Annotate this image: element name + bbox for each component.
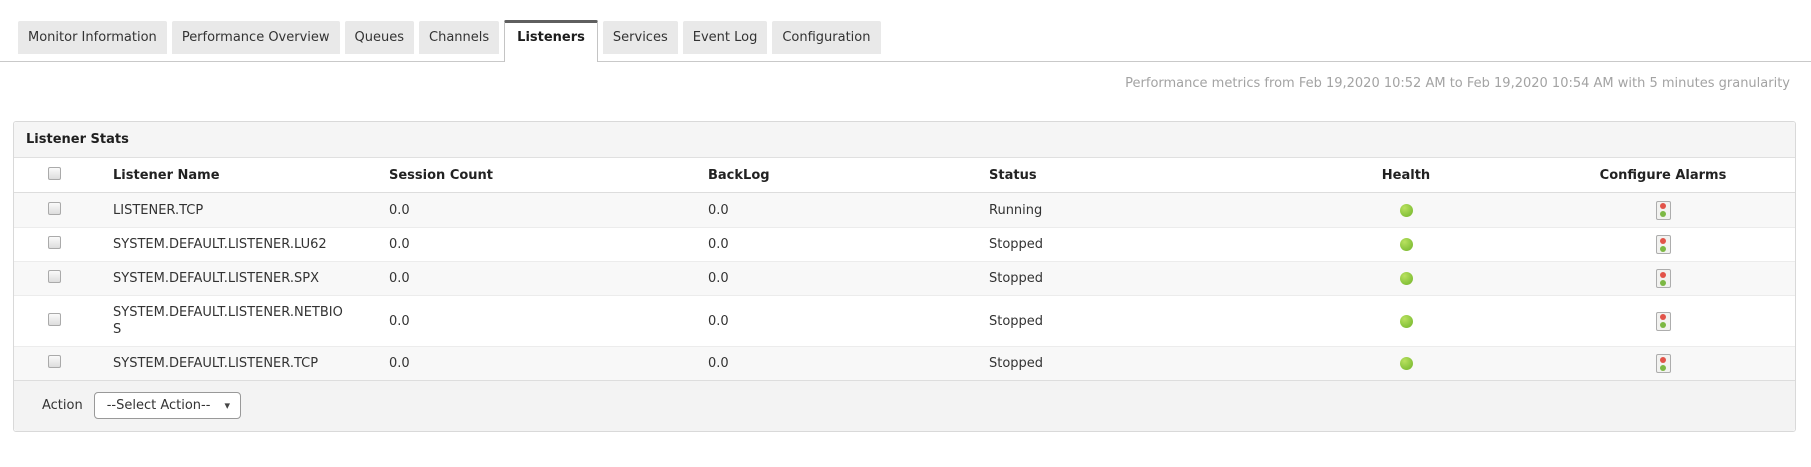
tab-event-log[interactable]: Event Log bbox=[682, 21, 768, 54]
alarm-green-dot bbox=[1660, 245, 1666, 252]
alarm-red-dot bbox=[1660, 237, 1666, 244]
backlog-value: 0.0 bbox=[708, 356, 729, 371]
listener-name: SYSTEM.DEFAULT.LISTENER.LU62 bbox=[113, 237, 327, 252]
row-checkbox[interactable] bbox=[48, 236, 61, 249]
table-header-row: Listener Name Session Count BackLog Stat… bbox=[14, 158, 1795, 193]
status-text: Stopped bbox=[989, 356, 1044, 371]
table-row: SYSTEM.DEFAULT.LISTENER.TCP 0.0 0.0 Stop… bbox=[14, 346, 1795, 380]
alarm-green-dot bbox=[1660, 322, 1666, 328]
configure-alarm-icon[interactable] bbox=[1655, 200, 1671, 220]
backlog-value: 0.0 bbox=[708, 237, 729, 252]
session-count: 0.0 bbox=[389, 313, 410, 329]
backlog-value: 0.0 bbox=[708, 271, 729, 286]
health-ok-icon bbox=[1399, 314, 1413, 328]
row-checkbox[interactable] bbox=[48, 312, 61, 326]
action-select-value: --Select Action-- bbox=[106, 398, 211, 413]
metrics-note: Performance metrics from Feb 19,2020 10:… bbox=[1125, 76, 1790, 91]
configure-alarm-icon[interactable] bbox=[1655, 311, 1671, 331]
table-row: SYSTEM.DEFAULT.LISTENER.NETBIOS 0.0 0.0 … bbox=[14, 295, 1795, 346]
col-header-health: Health bbox=[1381, 167, 1431, 183]
tab-performance-overview[interactable]: Performance Overview bbox=[171, 21, 340, 54]
listener-name: SYSTEM.DEFAULT.LISTENER.NETBIOS bbox=[113, 305, 343, 337]
health-ok-icon bbox=[1399, 238, 1413, 251]
caret-down-icon: ▾ bbox=[224, 399, 230, 412]
col-header-status: Status bbox=[989, 167, 1037, 183]
action-footer: Action --Select Action-- ▾ bbox=[14, 380, 1795, 431]
tab-monitor-information[interactable]: Monitor Information bbox=[18, 21, 167, 54]
select-all-checkbox[interactable] bbox=[48, 166, 61, 180]
col-header-configure-alarms: Configure Alarms bbox=[1599, 167, 1727, 183]
col-header-session-count: Session Count bbox=[389, 167, 494, 183]
health-ok-icon bbox=[1399, 272, 1413, 285]
alarm-green-dot bbox=[1660, 211, 1666, 217]
alarm-green-dot bbox=[1660, 279, 1666, 286]
alarm-red-dot bbox=[1660, 203, 1666, 209]
row-checkbox[interactable] bbox=[48, 270, 61, 283]
row-checkbox[interactable] bbox=[48, 355, 61, 368]
table-row: LISTENER.TCP 0.0 0.0 Running bbox=[14, 193, 1795, 227]
listener-name: SYSTEM.DEFAULT.LISTENER.TCP bbox=[113, 356, 319, 371]
tab-services[interactable]: Services bbox=[602, 21, 678, 54]
status-text: Stopped bbox=[989, 237, 1044, 252]
panel-title: Listener Stats bbox=[14, 122, 1795, 158]
action-select[interactable]: --Select Action-- ▾ bbox=[93, 392, 241, 419]
session-count: 0.0 bbox=[389, 271, 410, 286]
configure-alarm-icon[interactable] bbox=[1655, 269, 1671, 288]
col-header-backlog: BackLog bbox=[708, 167, 770, 183]
table-row: SYSTEM.DEFAULT.LISTENER.SPX 0.0 0.0 Stop… bbox=[14, 261, 1795, 295]
tab-bar: Monitor Information Performance Overview… bbox=[0, 0, 1811, 62]
row-checkbox[interactable] bbox=[48, 201, 61, 215]
tab-configuration[interactable]: Configuration bbox=[772, 21, 881, 54]
table-row: SYSTEM.DEFAULT.LISTENER.LU62 0.0 0.0 Sto… bbox=[14, 227, 1795, 261]
health-ok-icon bbox=[1399, 203, 1413, 217]
listener-name: LISTENER.TCP bbox=[113, 202, 204, 218]
session-count: 0.0 bbox=[389, 202, 410, 218]
backlog-value: 0.0 bbox=[708, 202, 729, 218]
tab-channels[interactable]: Channels bbox=[419, 21, 500, 54]
backlog-value: 0.0 bbox=[708, 313, 729, 329]
health-ok-icon bbox=[1399, 357, 1413, 370]
alarm-red-dot bbox=[1660, 271, 1666, 278]
alarm-green-dot bbox=[1660, 364, 1666, 371]
alarm-red-dot bbox=[1660, 314, 1666, 320]
tab-queues[interactable]: Queues bbox=[344, 21, 415, 54]
tab-listeners[interactable]: Listeners bbox=[504, 20, 598, 62]
alarm-red-dot bbox=[1660, 356, 1666, 363]
col-header-listener-name: Listener Name bbox=[113, 167, 220, 183]
status-text: Running bbox=[989, 202, 1043, 218]
listener-stats-panel: Listener Stats Listener Name Session Cou… bbox=[13, 121, 1796, 432]
session-count: 0.0 bbox=[389, 237, 410, 252]
configure-alarm-icon[interactable] bbox=[1655, 235, 1671, 254]
status-text: Stopped bbox=[989, 271, 1044, 286]
status-text: Stopped bbox=[989, 313, 1044, 329]
action-label: Action bbox=[42, 398, 83, 413]
session-count: 0.0 bbox=[389, 356, 410, 371]
configure-alarm-icon[interactable] bbox=[1655, 354, 1671, 373]
listener-name: SYSTEM.DEFAULT.LISTENER.SPX bbox=[113, 271, 319, 286]
